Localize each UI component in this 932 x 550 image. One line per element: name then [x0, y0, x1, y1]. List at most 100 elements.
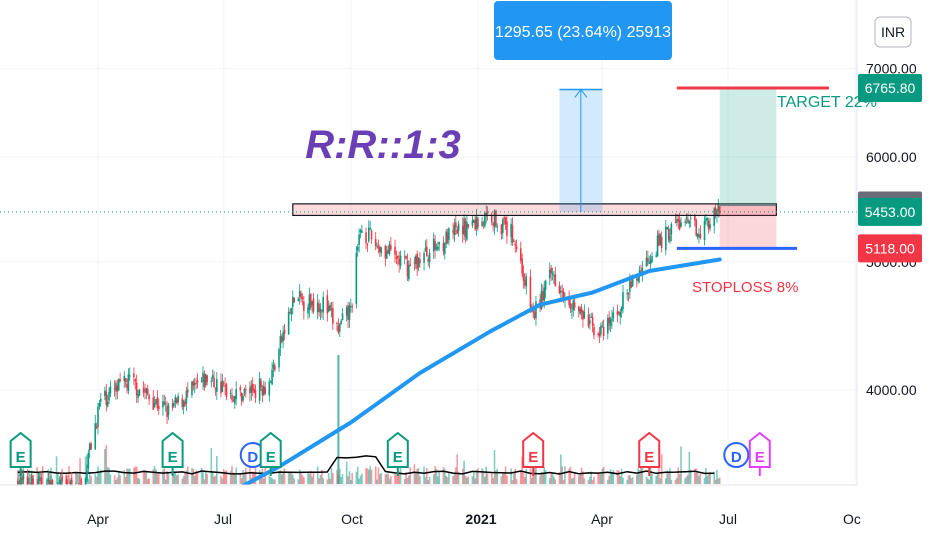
candle-body-214: [428, 252, 431, 263]
volume-bar-140: [287, 472, 290, 484]
candle-body-59: [128, 375, 131, 377]
volume-bar-92: [193, 475, 196, 484]
candle-body-169: [341, 313, 344, 321]
volume-bar-83: [175, 475, 178, 484]
time-axis[interactable]: Apr Jul Oct 2021 Apr Jul Oc: [0, 484, 861, 527]
candle-body-103: [214, 388, 217, 390]
volume-bar-143: [292, 474, 294, 484]
volume-bar-244: [486, 473, 489, 484]
volume-bar-282: [561, 466, 564, 484]
volume-bar-199: [399, 467, 402, 484]
candle-body-153: [311, 300, 313, 306]
candle-body-52: [116, 385, 119, 392]
volume-bar-37: [87, 479, 90, 484]
volume-bar-185: [374, 466, 377, 484]
candle-body-58: [127, 374, 130, 391]
volume-bar-172: [348, 471, 351, 484]
volume-bar-98: [204, 471, 207, 484]
volume-bar-71: [153, 466, 156, 484]
volume-bar-213: [427, 479, 429, 484]
volume-bar-171: [347, 476, 349, 484]
candle-body-339: [670, 223, 673, 235]
candle-body-233: [466, 222, 468, 240]
candle-body-292: [580, 307, 583, 313]
volume-bar-264: [525, 468, 528, 484]
candle-body-82: [174, 397, 177, 403]
candle-body-157: [319, 308, 322, 313]
candle-body-135: [278, 348, 280, 368]
volume-bar-192: [387, 473, 389, 484]
candle-body-97: [203, 374, 206, 388]
volume-bar-242: [484, 476, 486, 484]
volume-bar-55: [123, 470, 126, 484]
volume-bar-357: [706, 475, 709, 484]
risk-reward-label: R:R::1:3: [305, 123, 461, 167]
candle-body-248: [495, 210, 497, 227]
price-tag-box: [858, 234, 922, 263]
event-marker-letter: E: [393, 449, 403, 466]
volume-bar-248: [495, 470, 497, 484]
volume-bar-225: [452, 476, 454, 484]
event-marker-letter: E: [755, 449, 765, 466]
candle-body-211: [424, 247, 427, 251]
volume-bar-117: [242, 469, 244, 484]
volume-bar-184: [370, 469, 373, 484]
candle-body-71: [153, 402, 156, 408]
volume-bar-66: [144, 470, 146, 484]
volume-bar-305: [607, 479, 609, 484]
price-tag-box: [858, 73, 922, 102]
candle-body-180: [365, 232, 367, 243]
candle-body-280: [558, 285, 561, 294]
candle-body-14: [42, 490, 44, 495]
volume-bar-44: [99, 469, 102, 484]
candle-body-322: [638, 270, 641, 275]
candle-body-181: [366, 243, 369, 245]
candle-body-336: [666, 227, 669, 229]
volume-bar-210: [423, 466, 425, 484]
candle-body-177: [358, 234, 360, 245]
candle-body-56: [124, 378, 127, 383]
candle-body-287: [571, 310, 573, 312]
candle-body-72: [155, 399, 157, 404]
candle-body-109: [225, 384, 228, 397]
volume-bar-309: [612, 470, 615, 484]
candle-body-197: [397, 255, 399, 259]
volume-bar-293: [582, 471, 584, 484]
volume-bar-249: [496, 468, 499, 484]
candle-body-29: [70, 480, 73, 485]
price-tag-label: 6765.80: [865, 80, 916, 96]
volume-bar-27: [68, 466, 70, 484]
candle-body-151: [308, 294, 311, 310]
volume-bar-96: [202, 472, 204, 484]
candle-body-264: [525, 276, 528, 287]
candle-body-184: [370, 230, 373, 240]
volume-bar-190: [384, 474, 387, 484]
volume-bar-196: [395, 474, 398, 484]
candle-body-206: [414, 256, 417, 264]
volume-bar-179: [361, 473, 363, 484]
candle-body-0: [17, 480, 19, 485]
volume-bar-63: [137, 478, 139, 484]
candle-body-335: [665, 226, 667, 251]
candle-body-352: [696, 233, 699, 238]
volume-bar-306: [608, 475, 610, 484]
volume-bar-131: [269, 476, 272, 484]
volume-bar-300: [597, 473, 599, 484]
volume-bar-18: [50, 467, 52, 484]
candle-body-354: [699, 233, 702, 238]
candle-body-306: [608, 317, 610, 324]
candle-body-80: [171, 403, 174, 408]
candle-body-128: [262, 386, 265, 396]
earnings-marker-shape: [386, 431, 409, 468]
currency-button[interactable]: INR: [874, 16, 912, 48]
volume-bar-17: [48, 471, 51, 484]
candle-body-143: [292, 296, 294, 307]
volume-bar-328: [649, 466, 652, 484]
volume-bar-352: [696, 472, 699, 484]
candle-body-289: [573, 302, 576, 308]
volume-bar-102: [213, 476, 215, 484]
